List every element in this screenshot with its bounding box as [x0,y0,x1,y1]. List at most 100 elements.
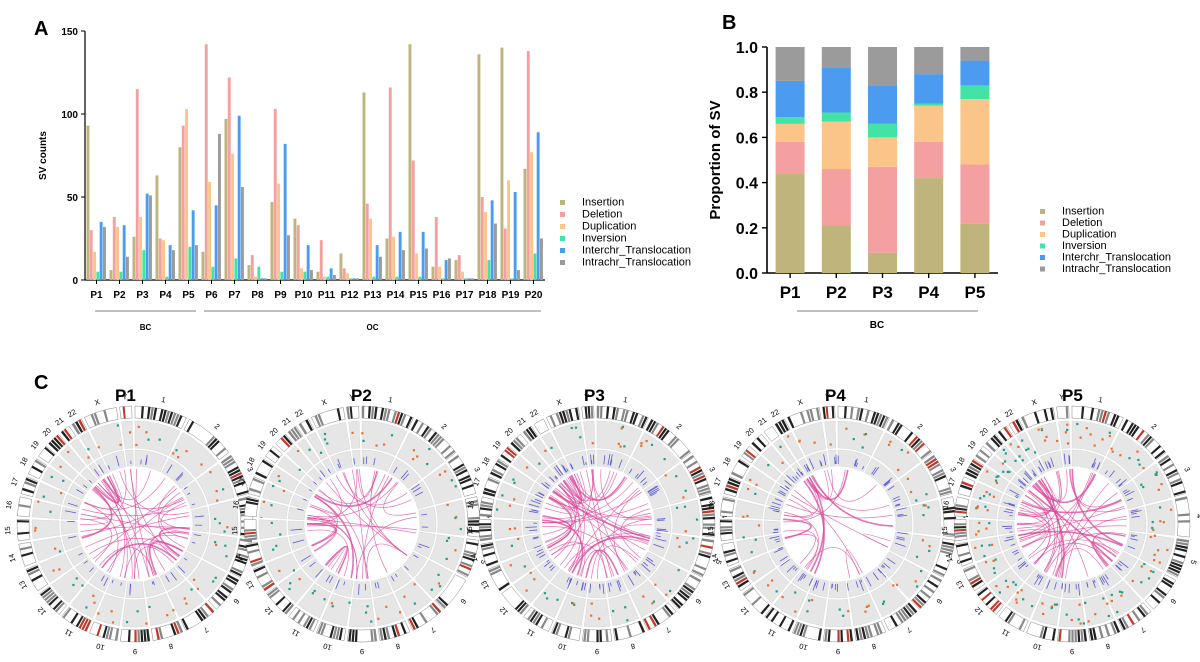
translocation-link [549,484,576,509]
sv-dot [42,495,45,498]
ideogram-band [1110,413,1117,426]
cnv-mark [1004,538,1014,542]
chr-label-10: 10 [1032,641,1042,652]
cnv-track-chr-5 [648,531,671,558]
ideogram-band [734,574,746,582]
ideogram-band [479,528,492,532]
translocation-link [370,470,388,573]
ideogram-band [638,620,645,633]
cnv-mark [555,465,564,476]
sv-dot [272,548,275,551]
sv-dot [1162,521,1165,524]
cnv-mark [120,582,122,586]
ideogram-band [458,474,471,482]
dot-track-chr-15 [734,519,764,540]
chr-label-x: X [320,397,327,407]
ideogram-band [336,408,342,421]
ideogram-band [96,624,103,637]
sv-dot [1087,620,1090,623]
sv-dot [887,443,891,446]
sv-dot [914,580,917,583]
bar-inversion-p20 [533,253,537,280]
translocation-link [563,479,651,537]
ideogram-band [979,449,990,459]
chr-label-21: 21 [756,415,768,427]
chr-label-5: 5 [955,559,965,566]
sv-dot [640,444,643,447]
sv-dot [579,436,582,439]
ideogram-band [329,625,335,638]
ideogram-band [726,484,739,491]
translocation-link [84,477,166,510]
ideogram-band [920,449,932,460]
sv-dot [289,582,292,585]
ideogram-band [651,613,660,626]
cnv-mark [98,464,104,474]
sv-dot [225,555,228,558]
ideogram-band [597,406,600,419]
ideogram-band [52,600,63,611]
ideogram-band [75,421,84,433]
ideogram-band [440,444,452,455]
cnv-mark [656,518,666,520]
ideogram-band [55,434,66,446]
translocation-link [1034,482,1065,579]
chr-label-3: 3 [1182,466,1192,474]
ideogram-band [870,411,877,424]
ideogram-band [205,435,216,447]
ideogram-band [134,629,137,642]
dot-track-chr-6 [187,559,226,599]
cnv-mark [1124,490,1135,497]
sv-dot [172,452,175,455]
bar-inversion-p5 [188,246,192,280]
ideogram-band [965,471,978,479]
cnv-mark [1014,551,1020,555]
sv-dot [1066,428,1069,432]
cnv-mark [1010,543,1016,546]
cnv-mark [165,575,170,583]
chr-label-19: 19 [732,439,744,451]
translocation-link [569,537,649,572]
ideogram-band [1080,406,1085,419]
translocation-link [1068,469,1125,513]
cnv-mark [192,541,196,544]
chr-label-6: 6 [1169,597,1179,606]
sv-dot [995,481,999,485]
dot-track-chr-2 [872,432,921,479]
dot-track-chr-4 [911,499,942,536]
ideogram-band [227,466,239,474]
bar-interchr-translocation-p2 [122,225,126,280]
ideogram-band [902,606,912,618]
cnv-mark [633,571,637,576]
cnv-mark [115,455,120,467]
ideogram-band [669,438,680,449]
cnv-mark [337,458,342,468]
chr-label-20: 20 [41,426,53,438]
cnv-mark [1127,498,1131,502]
cnv-mark [655,535,661,538]
bar-deletion-p12 [342,268,346,280]
sv-dot [454,549,457,552]
cnv-mark [819,459,822,467]
chr-label-17: 17 [946,476,957,487]
sv-dot [1025,448,1028,452]
cnv-mark [393,466,398,474]
ideogram-band [498,582,510,591]
ideogram-band [137,629,141,642]
ideogram-band [489,568,502,576]
cnv-mark [328,576,334,584]
ideogram-band [689,574,701,583]
cnv-track-chr-18 [294,482,314,500]
cnv-mark [642,481,648,486]
cnv-mark [859,579,864,591]
ideogram-band [583,629,587,642]
chr-label-10: 10 [798,641,808,652]
cnv-mark [1003,510,1014,514]
sv-dot [988,522,991,525]
cnv-track-chr-12 [74,557,98,581]
x-tick-label-p6: P6 [205,290,218,301]
cnv-mark [872,572,879,581]
ideogram-band [181,618,189,631]
sv-dot [1155,473,1158,477]
sv-dot [137,425,140,428]
